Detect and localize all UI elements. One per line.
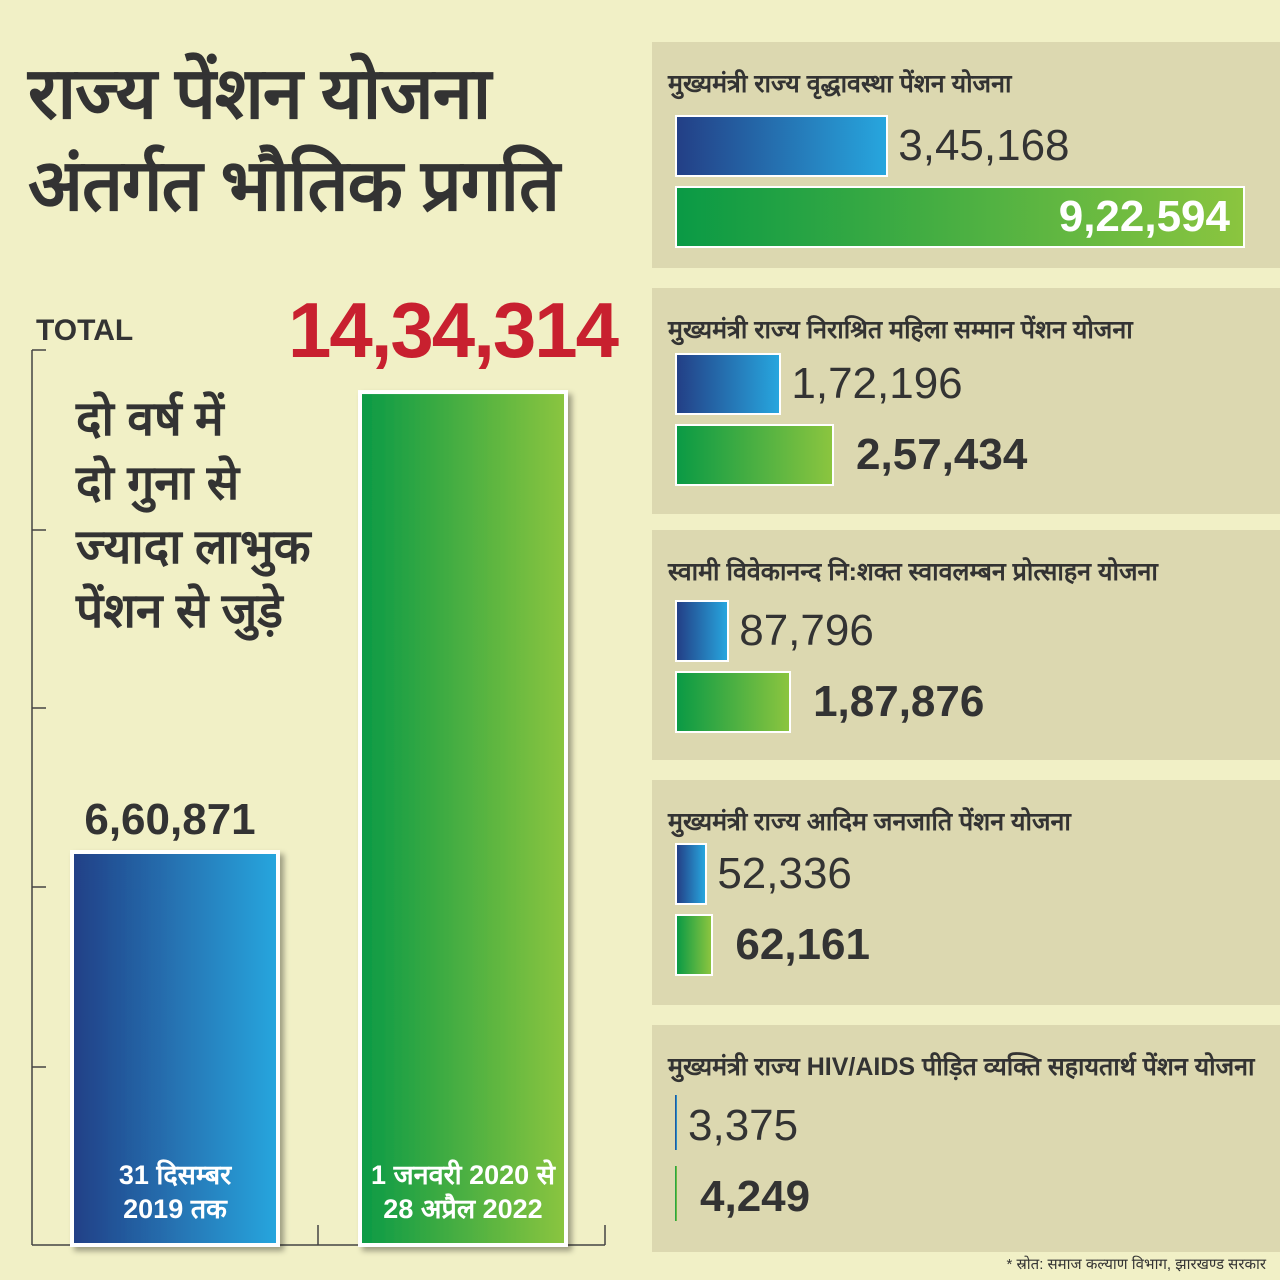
value-label-2022: 62,161 (735, 920, 870, 969)
scheme-title: मुख्यमंत्री राज्य वृद्धावस्था पेंशन योजन… (668, 70, 1012, 98)
total-value-label: 14,34,314 (288, 286, 619, 374)
tagline-line: दो गुना से (76, 457, 240, 510)
category-line: 28 अप्रैल 2022 (383, 1194, 543, 1224)
bar-2022 (675, 1166, 677, 1221)
value-label-2022: 9,22,594 (1058, 192, 1230, 241)
bar-2019 (675, 115, 889, 177)
bar-0 (70, 850, 280, 1247)
value-label-2022: 4,249 (700, 1172, 811, 1221)
scheme-title: मुख्यमंत्री राज्य आदिम जनजाति पेंशन योजन… (668, 808, 1071, 836)
category-label-2019: 31 दिसम्बर 2019 तक (72, 1158, 278, 1226)
source-note: * स्रोत: समाज कल्याण विभाग, झारखण्ड सरका… (1006, 1256, 1266, 1273)
bar-2019 (675, 1095, 677, 1150)
scheme-title: स्वामी विवेकानन्द नि:शक्त स्वावलम्बन प्र… (668, 558, 1158, 586)
page-title: राज्य पेंशन योजना अंतर्गत भौतिक प्रगति (28, 48, 560, 232)
total-bar-chart (31, 349, 606, 1247)
scheme-panel: स्वामी विवेकानन्द नि:शक्त स्वावलम्बन प्र… (652, 530, 1280, 760)
title-line-1: राज्य पेंशन योजना (28, 54, 491, 134)
value-label-2019: 3,45,168 (898, 121, 1070, 170)
value-label-2019: 3,375 (688, 1101, 799, 1150)
value-label-2019: 1,72,196 (791, 359, 963, 408)
tagline-line: ज्यादा लाभुक (76, 521, 311, 574)
value-label-2019: 6,60,871 (84, 795, 256, 844)
scheme-panel: मुख्यमंत्री राज्य निराश्रित महिला सम्मान… (652, 288, 1280, 514)
bar-2022 (675, 186, 1245, 248)
tagline-line: दो वर्ष में (76, 393, 224, 446)
category-line: 1 जनवरी 2020 से (371, 1160, 555, 1190)
value-label-2022: 1,87,876 (813, 677, 985, 726)
tagline: दो वर्ष में दो गुना से ज्यादा लाभुक पेंश… (76, 388, 311, 644)
category-line: 2019 तक (123, 1194, 227, 1224)
scheme-panel: मुख्यमंत्री राज्य आदिम जनजाति पेंशन योजन… (652, 780, 1280, 1005)
category-label-2022: 1 जनवरी 2020 से 28 अप्रैल 2022 (360, 1158, 566, 1226)
bar-2019 (675, 353, 782, 415)
scheme-title: मुख्यमंत्री राज्य निराश्रित महिला सम्मान… (668, 316, 1133, 344)
bar-1 (358, 390, 568, 1247)
scheme-panel: मुख्यमंत्री राज्य HIV/AIDS पीड़ित व्यक्त… (652, 1025, 1280, 1252)
value-label-2019: 52,336 (717, 849, 852, 898)
total-label: TOTAL (36, 314, 134, 347)
bar-2019 (675, 843, 708, 905)
bar-2022 (675, 424, 835, 486)
bar-2022 (675, 914, 714, 976)
bar-2022 (675, 671, 792, 733)
scheme-panel: मुख्यमंत्री राज्य वृद्धावस्था पेंशन योजन… (652, 42, 1280, 268)
bar-2019 (675, 600, 730, 662)
category-line: 31 दिसम्बर (118, 1160, 232, 1190)
scheme-title: मुख्यमंत्री राज्य HIV/AIDS पीड़ित व्यक्त… (668, 1053, 1255, 1081)
title-line-2: अंतर्गत भौतिक प्रगति (28, 146, 560, 226)
value-label-2019: 87,796 (739, 606, 874, 655)
tagline-line: पेंशन से जुड़े (76, 585, 283, 638)
value-label-2022: 2,57,434 (856, 430, 1028, 479)
